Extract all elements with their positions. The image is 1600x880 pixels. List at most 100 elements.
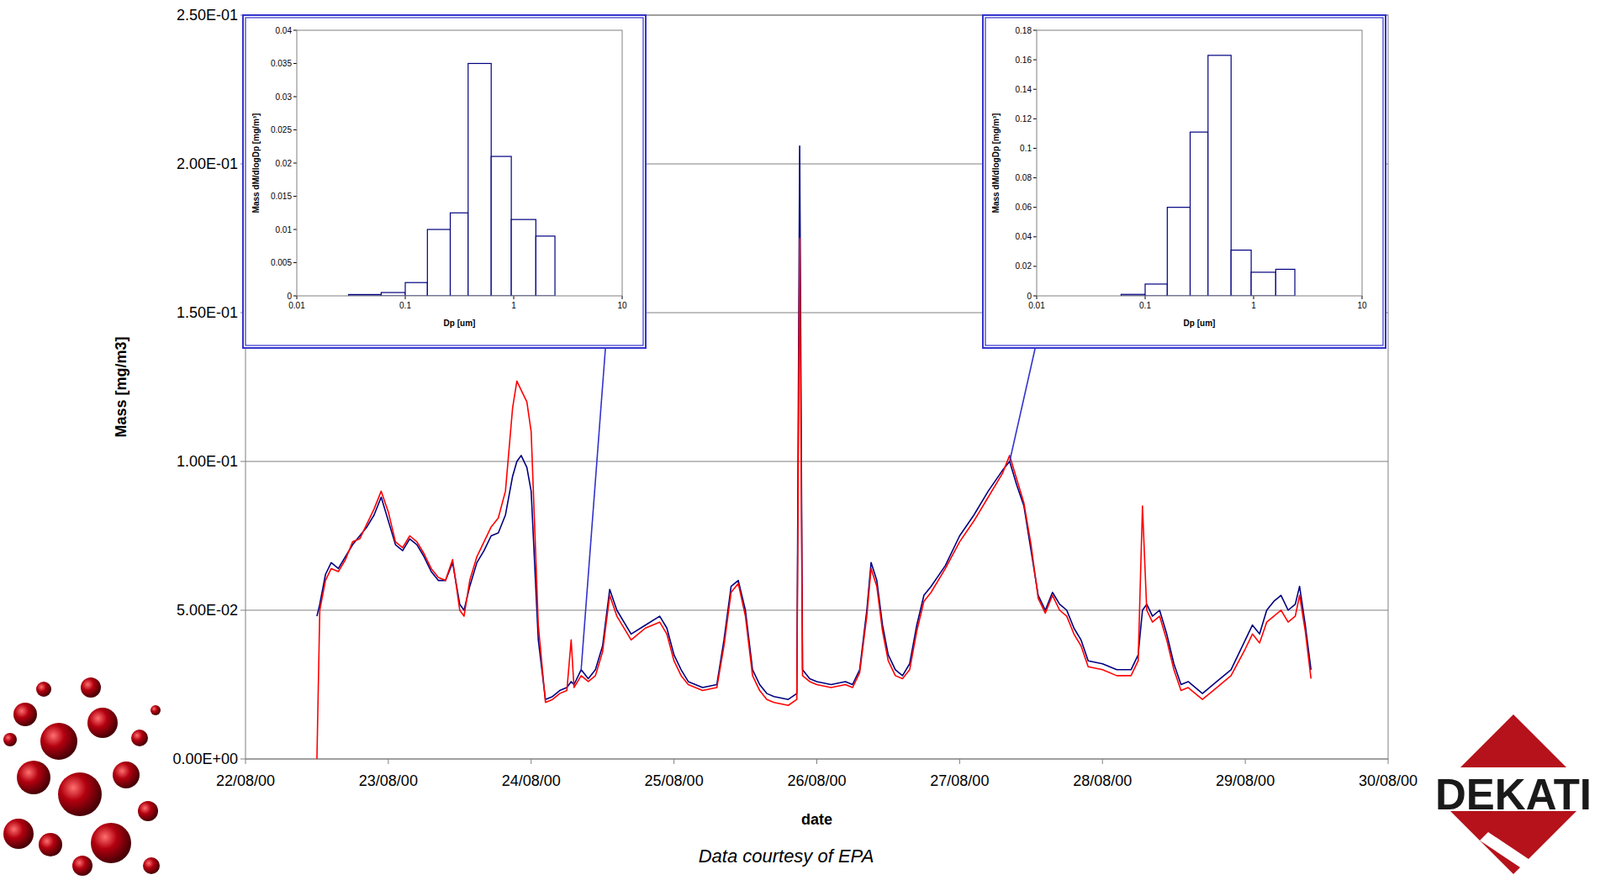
x-axis-title: Dp [um]: [1183, 318, 1216, 328]
tick-mark: [622, 295, 624, 300]
tick-mark: [816, 759, 818, 765]
decor-sphere: [142, 857, 160, 875]
x-tick-label: 0.01: [1028, 300, 1046, 311]
histogram-bar: [468, 63, 492, 297]
tick-mark: [293, 129, 297, 131]
tick-mark: [673, 759, 675, 765]
tick-mark: [1145, 295, 1146, 300]
tick-mark: [293, 195, 297, 197]
x-tick-label: 10: [1357, 300, 1368, 311]
tick-mark: [513, 295, 515, 300]
tick-mark: [1033, 118, 1037, 120]
x-tick-label: 23/08/00: [359, 772, 418, 790]
y-tick-label: 0: [1026, 291, 1032, 301]
y-tick-label: 0.08: [1015, 173, 1033, 183]
inset-box-inner: [245, 17, 644, 346]
decor-sphere: [3, 818, 34, 850]
histogram-bar: [491, 156, 512, 296]
tick-mark: [1033, 206, 1037, 208]
histogram-bar: [535, 236, 555, 296]
decor-sphere: [16, 760, 51, 795]
y-tick-label: 0.16: [1015, 55, 1033, 65]
histogram-bar: [380, 292, 406, 296]
y-tick-label: 1.50E-01: [176, 304, 238, 322]
logo-diamond: [1433, 714, 1594, 875]
tick-mark: [245, 759, 247, 765]
tick-mark: [1033, 147, 1037, 149]
tick-mark: [293, 295, 297, 297]
tick-mark: [1253, 295, 1255, 300]
histogram-bar: [1230, 250, 1252, 296]
tick-mark: [1033, 89, 1037, 90]
tick-mark: [293, 163, 297, 164]
tick-mark: [293, 63, 297, 64]
histogram-bar: [1190, 132, 1209, 296]
x-axis-title: date: [801, 811, 833, 829]
histogram-bar: [1251, 272, 1276, 296]
decor-sphere: [36, 681, 52, 698]
decor-sphere: [3, 733, 17, 747]
y-tick-label: 1.00E-01: [176, 453, 238, 470]
x-tick-label: 10: [617, 300, 628, 311]
inset-box: [982, 15, 1386, 349]
y-axis-title: Mass dM/dlogDp [mg/m³]: [991, 113, 1001, 214]
y-tick-label: 0.02: [275, 158, 293, 169]
y-tick-label: 0.005: [270, 258, 292, 268]
y-tick-label: 0.1: [1019, 143, 1032, 154]
y-tick-label: 2.00E-01: [176, 155, 238, 173]
tick-mark: [240, 461, 246, 463]
decor-sphere: [137, 801, 159, 822]
y-tick-label: 0: [286, 291, 292, 301]
y-tick-label: 0.035: [270, 58, 292, 69]
x-tick-label: 22/08/00: [216, 772, 275, 790]
decor-sphere: [80, 677, 101, 698]
plot-frame: [296, 30, 623, 296]
background: [0, 0, 1600, 880]
y-tick-label: 0.18: [1015, 26, 1033, 36]
tick-mark: [1102, 759, 1104, 765]
tick-mark: [1245, 759, 1247, 765]
tick-mark: [293, 229, 297, 231]
tick-mark: [1388, 759, 1389, 765]
tick-mark: [1033, 177, 1037, 179]
x-tick-label: 28/08/00: [1072, 772, 1132, 790]
tick-mark: [240, 610, 246, 612]
histogram-bar: [1208, 55, 1231, 296]
y-tick-label: 0.015: [270, 191, 292, 201]
tick-mark: [959, 759, 961, 765]
decor-sphere: [38, 833, 63, 857]
y-tick-label: 0.00E+00: [172, 750, 238, 768]
y-axis-title: Mass [mg/m3]: [112, 336, 130, 438]
inset-box: [242, 15, 646, 349]
connector: [580, 348, 606, 671]
bars-group: [348, 63, 555, 297]
decor-sphere: [131, 729, 148, 747]
connector: [1009, 348, 1035, 462]
y-axis-title: Mass dM/dlogDp [mg/m³]: [251, 113, 261, 214]
y-tick-label: 0.14: [1015, 84, 1033, 95]
logo-text: DEKATI: [1435, 770, 1592, 819]
x-tick-label: 24/08/00: [501, 772, 561, 790]
y-tick-label: 0.04: [1015, 232, 1033, 242]
tick-mark: [296, 295, 298, 300]
tick-mark: [293, 30, 297, 32]
x-tick-label: 1: [1251, 300, 1257, 311]
logo-stripe: [1479, 832, 1539, 875]
tick-mark: [1036, 295, 1038, 300]
tick-mark: [387, 759, 389, 765]
x-tick-label: 30/08/00: [1358, 772, 1418, 790]
y-tick-label: 0.03: [275, 92, 293, 102]
decor-sphere: [40, 723, 78, 761]
tick-mark: [240, 759, 246, 761]
histogram-bar: [1166, 207, 1190, 296]
x-tick-label: 29/08/00: [1215, 772, 1275, 790]
tick-mark: [293, 262, 297, 264]
x-tick-label: 1: [511, 300, 517, 311]
decor-sphere: [13, 702, 37, 727]
caption: Data courtesy of EPA: [698, 845, 875, 867]
tick-mark: [1033, 265, 1037, 267]
decor-sphere: [87, 707, 118, 739]
y-tick-label: 0.01: [275, 225, 293, 235]
y-tick-label: 2.50E-01: [176, 6, 238, 24]
chart-canvas: 0.00E+005.00E-021.00E-011.50E-012.00E-01…: [0, 0, 1600, 880]
